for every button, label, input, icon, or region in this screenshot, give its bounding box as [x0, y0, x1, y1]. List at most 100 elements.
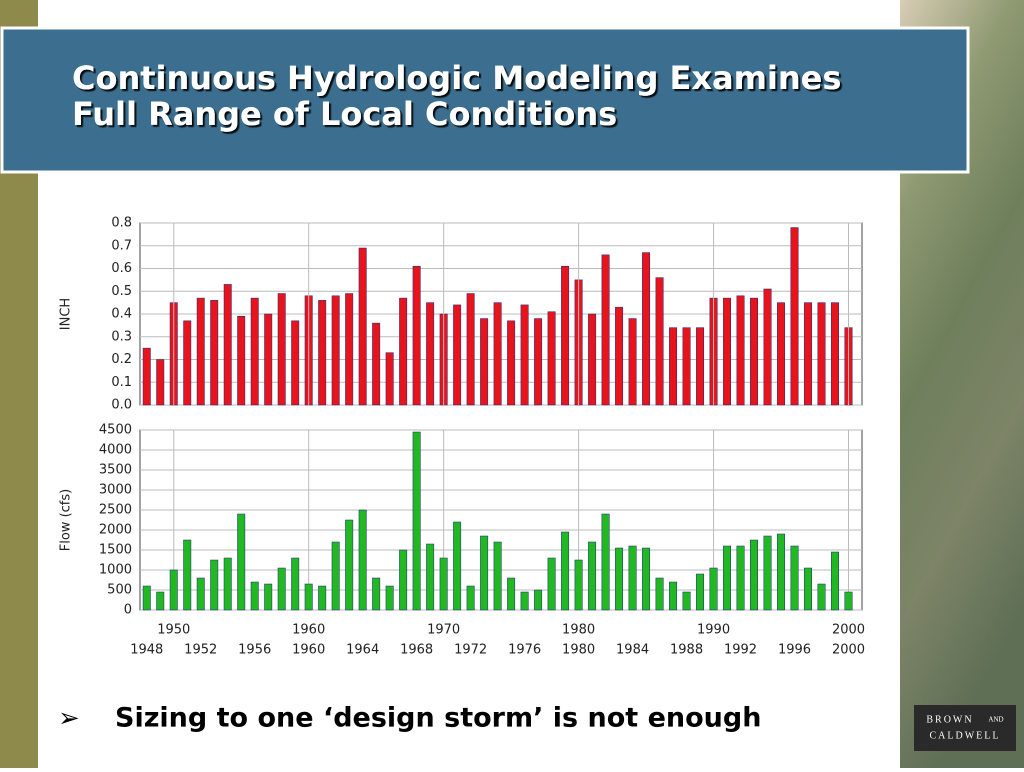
- bar: [237, 513, 246, 611]
- bar: [655, 577, 664, 611]
- x-tick-label: 2000: [832, 623, 865, 638]
- bar: [669, 581, 678, 611]
- bar: [399, 297, 408, 406]
- bar: [466, 293, 475, 406]
- bar: [210, 559, 219, 611]
- y-tick-label: 500: [107, 583, 132, 598]
- bar: [547, 557, 556, 611]
- x-tick-label: 1980: [562, 643, 595, 658]
- bar: [466, 585, 475, 611]
- y-tick-label: 2000: [99, 523, 132, 538]
- bar: [655, 277, 664, 406]
- bar: [804, 302, 812, 406]
- bar: [183, 320, 192, 406]
- bullet-text: Sizing to one ‘design storm’ is not enou…: [115, 703, 761, 734]
- bar: [453, 521, 462, 611]
- y-tick-label: 2500: [99, 503, 132, 518]
- y-tick-label: 4000: [99, 443, 132, 458]
- bar: [493, 541, 502, 611]
- bar: [628, 545, 637, 611]
- x-tick-label: 1976: [508, 643, 541, 658]
- bar: [736, 545, 745, 611]
- y-tick-label: 0: [124, 603, 132, 618]
- x-tick-label: 1956: [238, 643, 271, 658]
- bar: [723, 297, 732, 406]
- y-tick-label: 0.7: [111, 238, 132, 253]
- y-tick-label: 1000: [99, 563, 132, 578]
- x-tick-label: 2000: [832, 643, 865, 658]
- bar: [520, 304, 529, 406]
- logo-text: CALDWELL: [930, 730, 1001, 741]
- bar: [304, 583, 313, 611]
- bar: [156, 359, 165, 406]
- bar: [615, 306, 624, 406]
- bar: [196, 297, 205, 406]
- bar: [777, 533, 785, 611]
- bar: [534, 318, 543, 406]
- x-tick-label: 1948: [130, 643, 163, 658]
- x-tick-label: 1988: [670, 643, 703, 658]
- title-box: [0, 26, 970, 174]
- bar: [169, 569, 178, 611]
- bar: [588, 313, 597, 406]
- bar: [453, 304, 462, 406]
- bar: [709, 567, 718, 611]
- bar: [196, 577, 205, 611]
- x-tick-label: 1984: [616, 643, 649, 658]
- bar: [426, 543, 435, 611]
- bar: [250, 297, 259, 406]
- x-tick-label: 1970: [427, 623, 460, 638]
- x-tick-label: 1960: [292, 643, 325, 658]
- bar: [669, 327, 678, 406]
- bar: [736, 295, 745, 406]
- bar: [601, 513, 610, 611]
- bar: [156, 591, 165, 611]
- bar: [682, 591, 691, 611]
- bar: [507, 320, 516, 406]
- y-tick-label: 0.4: [111, 307, 132, 322]
- bar: [318, 300, 327, 406]
- bar: [264, 583, 273, 611]
- bar: [412, 265, 421, 406]
- x-tick-label: 1990: [697, 623, 730, 638]
- bar: [331, 541, 340, 611]
- y-axis-label: Flow (cfs): [59, 489, 74, 551]
- bar: [358, 509, 367, 611]
- bar: [318, 585, 327, 611]
- bar: [696, 327, 705, 406]
- bar: [142, 347, 151, 406]
- y-tick-label: 0.2: [111, 352, 132, 367]
- bar: [385, 585, 394, 611]
- title: Full Range of Local Conditions: [72, 95, 617, 133]
- bar: [223, 557, 232, 611]
- x-tick-label: 1950: [157, 623, 190, 638]
- bar: [520, 591, 529, 611]
- y-tick-label: 0.6: [111, 261, 132, 276]
- x-tick-label: 1972: [454, 643, 487, 658]
- bar: [345, 519, 354, 611]
- bar: [210, 300, 219, 406]
- bar: [831, 302, 839, 406]
- bar: [439, 557, 448, 611]
- bar: [385, 352, 394, 406]
- x-tick-label: 1964: [346, 643, 379, 658]
- bar: [723, 545, 732, 611]
- bar: [831, 551, 839, 611]
- bar: [277, 293, 286, 406]
- bar: [183, 539, 192, 611]
- bar: [277, 567, 286, 611]
- x-tick-label: 1996: [778, 643, 811, 658]
- logo-text: BROWN: [926, 714, 973, 725]
- bar: [696, 573, 705, 611]
- y-tick-label: 4500: [99, 423, 132, 438]
- bar: [561, 531, 570, 611]
- bar: [763, 535, 772, 611]
- x-tick-label: 1968: [400, 643, 433, 658]
- bar: [534, 589, 543, 611]
- bar: [345, 293, 354, 406]
- bar: [142, 585, 151, 611]
- bar: [507, 577, 516, 611]
- bar: [372, 322, 381, 406]
- bar: [642, 547, 651, 611]
- bar: [331, 295, 340, 406]
